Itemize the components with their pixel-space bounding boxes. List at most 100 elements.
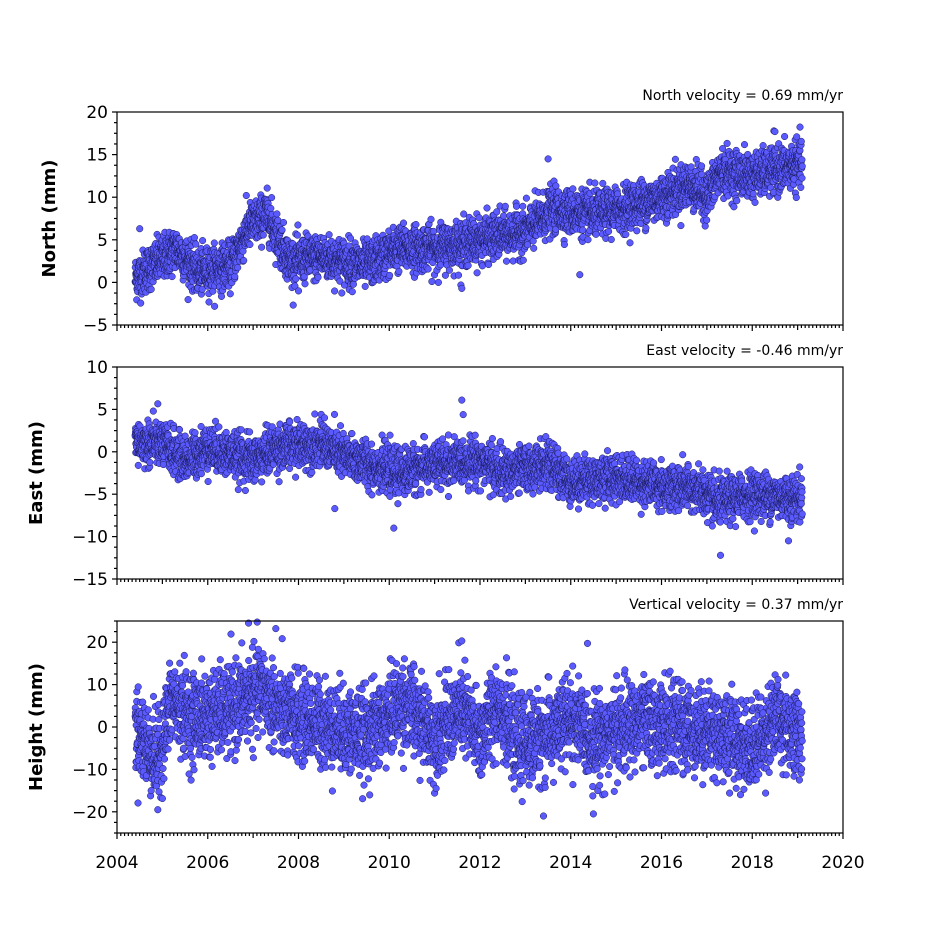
data-point <box>530 244 538 252</box>
data-point <box>184 296 192 304</box>
data-point <box>493 208 501 216</box>
y-tick-label: 15 <box>86 146 108 166</box>
data-point <box>294 221 302 229</box>
data-point <box>190 234 198 242</box>
data-point <box>399 219 408 227</box>
data-point <box>430 227 438 235</box>
data-point <box>331 287 339 295</box>
data-point <box>464 261 472 270</box>
data-point <box>301 280 309 288</box>
east-panel: East velocity = -0.46 mm/yr East (mm) −1… <box>26 343 844 590</box>
data-point <box>199 237 207 245</box>
data-point <box>759 142 767 150</box>
data-point <box>719 145 727 153</box>
data-point <box>698 162 706 170</box>
data-point <box>560 240 568 249</box>
data-point <box>642 224 650 232</box>
data-point <box>454 271 463 279</box>
data-point <box>751 198 759 206</box>
data-point <box>502 257 511 265</box>
outlier-point <box>576 271 584 279</box>
data-point <box>519 256 527 264</box>
outlier-point <box>136 225 144 233</box>
data-point <box>226 290 234 298</box>
data-point <box>395 267 403 275</box>
data-point <box>273 210 281 218</box>
data-point <box>730 203 738 211</box>
data-point <box>386 271 394 279</box>
data-point <box>445 266 453 274</box>
data-point <box>633 227 641 235</box>
data-point <box>584 236 592 244</box>
data-point <box>591 179 599 187</box>
data-point <box>798 162 806 170</box>
data-point <box>137 299 145 307</box>
data-point <box>500 212 508 220</box>
data-point <box>797 183 805 191</box>
data-point <box>361 282 369 290</box>
data-point <box>348 288 356 296</box>
data-point <box>749 190 757 198</box>
north-velocity-annotation: North velocity = 0.69 mm/yr <box>642 88 843 104</box>
data-point <box>217 292 226 300</box>
data-point <box>592 230 600 238</box>
data-point <box>501 202 509 210</box>
data-point <box>134 461 142 469</box>
data-point <box>798 156 806 164</box>
data-point <box>263 184 271 192</box>
data-point <box>293 231 301 239</box>
data-point <box>175 426 184 434</box>
y-tick-label: 10 <box>86 188 108 208</box>
east-y-axis-label: East (mm) <box>26 421 47 525</box>
data-point <box>475 214 483 222</box>
data-point <box>434 278 442 286</box>
data-point <box>522 194 530 202</box>
data-point <box>279 218 288 227</box>
data-point <box>792 193 800 202</box>
data-point <box>258 243 266 251</box>
data-point <box>147 285 155 293</box>
data-point <box>473 269 481 277</box>
data-point <box>552 182 560 190</box>
data-point <box>733 197 741 205</box>
data-point <box>605 227 613 235</box>
north-scatter-series <box>131 123 806 310</box>
data-point <box>205 298 213 306</box>
outlier-point <box>771 128 779 136</box>
data-point <box>412 220 420 229</box>
data-point <box>242 191 250 200</box>
y-tick-label: −5 <box>83 316 108 336</box>
data-point <box>740 141 749 149</box>
data-point <box>267 204 275 212</box>
y-tick-label: 5 <box>97 231 108 251</box>
data-point <box>677 222 685 230</box>
north-y-axis-label: North (mm) <box>39 160 60 278</box>
data-point <box>338 289 346 297</box>
data-point <box>723 139 731 147</box>
data-point <box>210 239 218 247</box>
data-point <box>240 256 248 265</box>
east-velocity-annotation: East velocity = -0.46 mm/yr <box>646 343 843 359</box>
data-point <box>796 123 804 131</box>
data-point <box>146 458 154 466</box>
data-point <box>278 226 286 234</box>
data-point <box>569 185 577 193</box>
y-tick-label: 20 <box>86 103 108 123</box>
data-point <box>231 273 239 281</box>
data-point <box>797 137 805 145</box>
data-point <box>349 280 357 288</box>
data-point <box>703 216 711 224</box>
data-point <box>671 155 679 163</box>
data-point <box>599 179 607 187</box>
data-point <box>701 222 709 230</box>
data-point <box>154 400 162 408</box>
east-scatter-series <box>131 396 806 559</box>
data-point <box>211 302 219 310</box>
outlier-point <box>294 287 303 295</box>
data-point <box>314 273 322 281</box>
outlier-point <box>544 155 552 163</box>
data-point <box>289 301 297 309</box>
data-point <box>781 132 789 141</box>
data-point <box>607 235 615 244</box>
